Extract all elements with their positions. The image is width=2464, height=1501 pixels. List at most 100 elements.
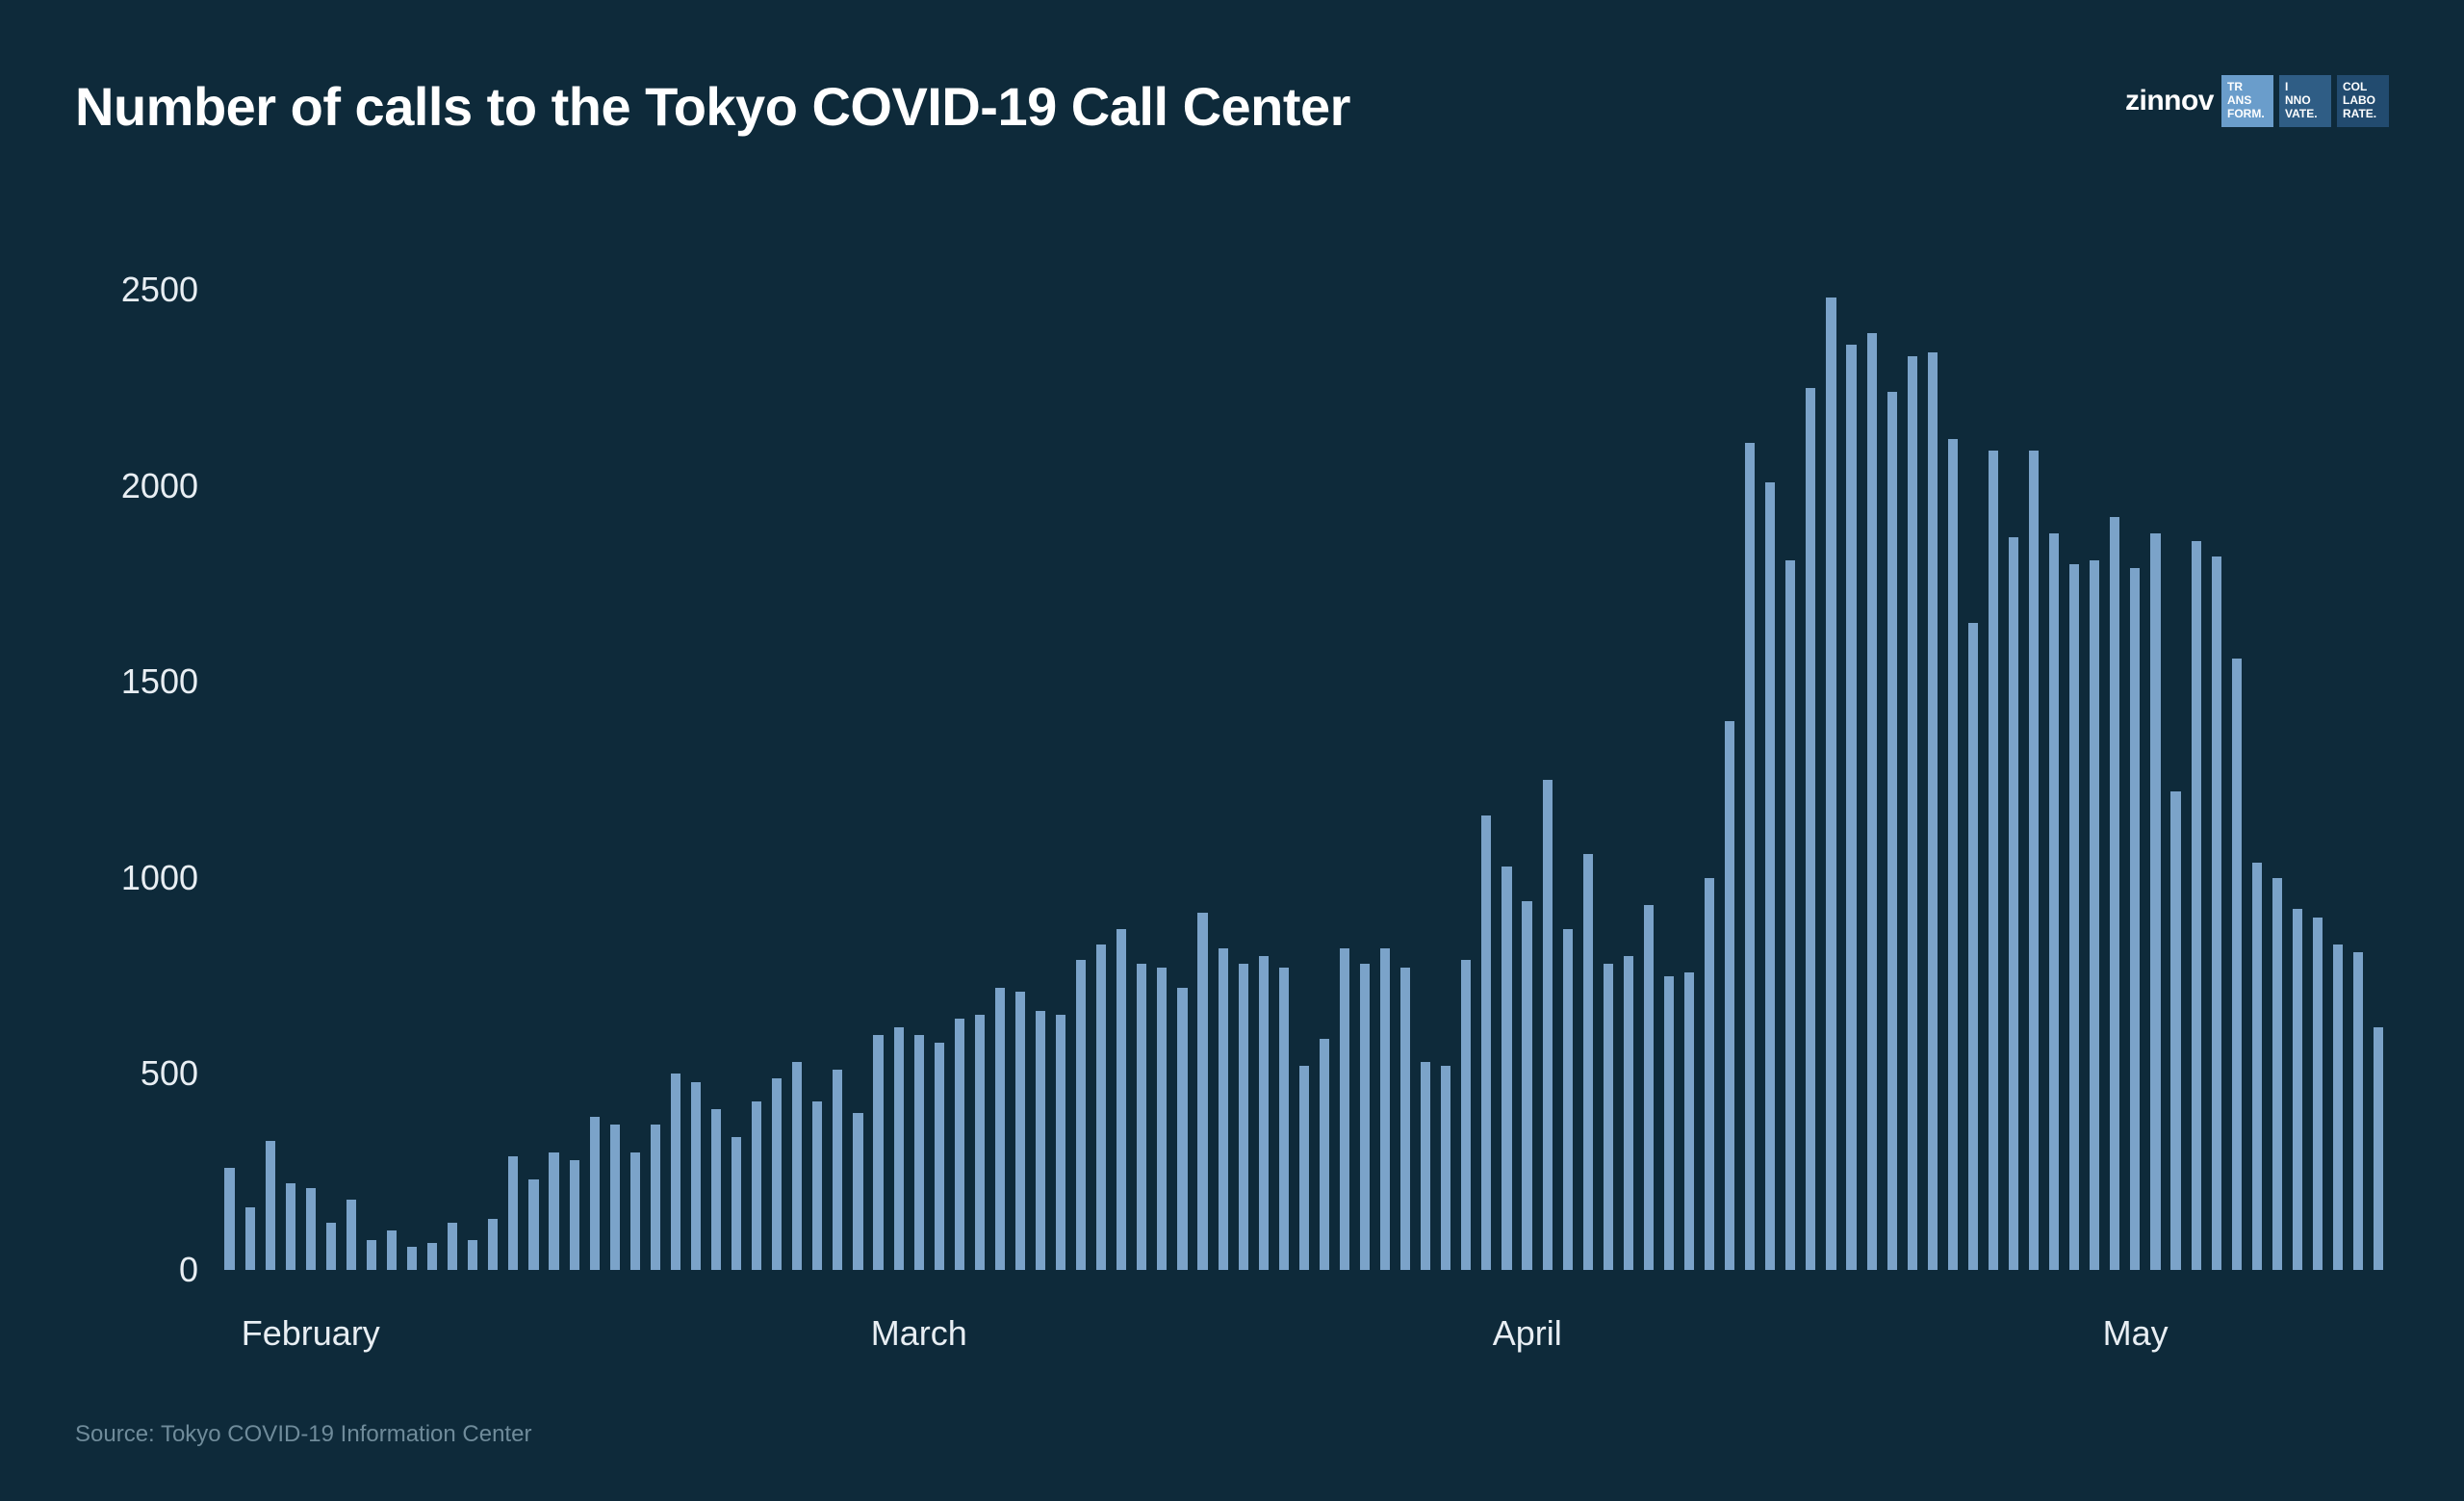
bar bbox=[853, 1113, 862, 1270]
bar-slot bbox=[1233, 231, 1253, 1270]
bar bbox=[2232, 659, 2242, 1270]
y-tick: 2500 bbox=[121, 270, 198, 310]
bar bbox=[651, 1125, 660, 1270]
bar-slot bbox=[848, 231, 868, 1270]
bar-slot bbox=[1942, 231, 1963, 1270]
bar-slot bbox=[787, 231, 808, 1270]
brand-block: zinnov TRANSFORM.INNOVATE.COLLABORATE. bbox=[2125, 75, 2389, 127]
bar-slot bbox=[909, 231, 929, 1270]
bar bbox=[2069, 564, 2079, 1270]
bar bbox=[1624, 956, 1633, 1270]
bar bbox=[1908, 356, 1917, 1270]
bar bbox=[671, 1074, 680, 1270]
bar-slot bbox=[2125, 231, 2145, 1270]
bar bbox=[1259, 956, 1269, 1270]
bar-slot bbox=[1334, 231, 1354, 1270]
bar-slot bbox=[483, 231, 503, 1270]
bar-slot bbox=[1193, 231, 1213, 1270]
bar bbox=[1177, 988, 1187, 1270]
bar bbox=[1461, 960, 1471, 1270]
bar bbox=[1887, 392, 1897, 1270]
bar-slot bbox=[1152, 231, 1172, 1270]
bar bbox=[1543, 780, 1553, 1270]
bar-slot bbox=[2328, 231, 2348, 1270]
bar-slot bbox=[1760, 231, 1781, 1270]
bar bbox=[245, 1207, 255, 1270]
bar-slot bbox=[1578, 231, 1598, 1270]
bar-slot bbox=[260, 231, 280, 1270]
bar bbox=[691, 1082, 701, 1270]
bar-slot bbox=[1740, 231, 1760, 1270]
bar bbox=[1441, 1066, 1450, 1270]
bar-slot bbox=[1557, 231, 1578, 1270]
bar-slot bbox=[929, 231, 949, 1270]
bar-slot bbox=[544, 231, 564, 1270]
y-tick: 1000 bbox=[121, 858, 198, 898]
bar-slot bbox=[300, 231, 321, 1270]
bar-slot bbox=[1801, 231, 1821, 1270]
bar-slot bbox=[1497, 231, 1517, 1270]
bar bbox=[1705, 878, 1714, 1270]
bar bbox=[2110, 517, 2119, 1270]
bar-slot bbox=[949, 231, 969, 1270]
bar bbox=[1826, 298, 1835, 1270]
bar-slot bbox=[1537, 231, 1557, 1270]
bar-slot bbox=[402, 231, 423, 1270]
bar-slot bbox=[1031, 231, 1051, 1270]
bar bbox=[2090, 560, 2099, 1270]
bar-slot bbox=[1700, 231, 1720, 1270]
bar bbox=[2192, 541, 2201, 1270]
bar bbox=[2029, 451, 2039, 1270]
bar bbox=[1219, 948, 1228, 1270]
bar bbox=[2009, 537, 2018, 1270]
bar bbox=[1421, 1062, 1430, 1270]
x-axis: FebruaryMarchAprilMay bbox=[219, 1313, 2389, 1361]
bar bbox=[1604, 964, 1613, 1270]
bar bbox=[752, 1101, 761, 1270]
bar bbox=[955, 1019, 964, 1270]
brand-badge-1: INNOVATE. bbox=[2279, 75, 2331, 127]
bar bbox=[2150, 533, 2160, 1270]
bar bbox=[1989, 451, 1998, 1270]
bar bbox=[1400, 968, 1410, 1270]
bar-slot bbox=[2145, 231, 2166, 1270]
bar bbox=[1684, 972, 1694, 1270]
bar bbox=[711, 1109, 721, 1270]
bar-slot bbox=[1598, 231, 1618, 1270]
bar bbox=[1522, 901, 1531, 1270]
bar bbox=[833, 1070, 842, 1270]
bar-slot bbox=[1781, 231, 1801, 1270]
bar-slot bbox=[361, 231, 381, 1270]
bar-slot bbox=[808, 231, 828, 1270]
bar bbox=[1056, 1015, 1065, 1270]
brand-name: zinnov bbox=[2125, 85, 2214, 117]
bar-slot bbox=[1213, 231, 1233, 1270]
bar bbox=[1481, 815, 1491, 1270]
bar-slot bbox=[828, 231, 848, 1270]
bar-slot bbox=[969, 231, 989, 1270]
y-tick: 2000 bbox=[121, 466, 198, 506]
bar-slot bbox=[2206, 231, 2226, 1270]
bar bbox=[448, 1223, 457, 1270]
bar bbox=[610, 1125, 620, 1270]
bar bbox=[2353, 952, 2363, 1270]
source-text: Source: Tokyo COVID-19 Information Cente… bbox=[75, 1421, 531, 1448]
bar bbox=[2272, 878, 2282, 1270]
bar-slot bbox=[1882, 231, 1902, 1270]
bar-slot bbox=[2307, 231, 2327, 1270]
bar-slot bbox=[382, 231, 402, 1270]
bar bbox=[1948, 439, 1958, 1270]
chart: 05001000150020002500 FebruaryMarchAprilM… bbox=[75, 231, 2389, 1308]
bar-slot bbox=[1051, 231, 1071, 1270]
bar-slot bbox=[423, 231, 443, 1270]
bar-slot bbox=[1253, 231, 1273, 1270]
bar-slot bbox=[2186, 231, 2206, 1270]
bar-slot bbox=[604, 231, 625, 1270]
bar-slot bbox=[2024, 231, 2044, 1270]
x-tick: May bbox=[2103, 1313, 2169, 1354]
bar-slot bbox=[2348, 231, 2369, 1270]
bar-slot bbox=[564, 231, 584, 1270]
bar-slot bbox=[1983, 231, 2003, 1270]
bar bbox=[407, 1247, 417, 1270]
bar bbox=[1563, 929, 1573, 1270]
